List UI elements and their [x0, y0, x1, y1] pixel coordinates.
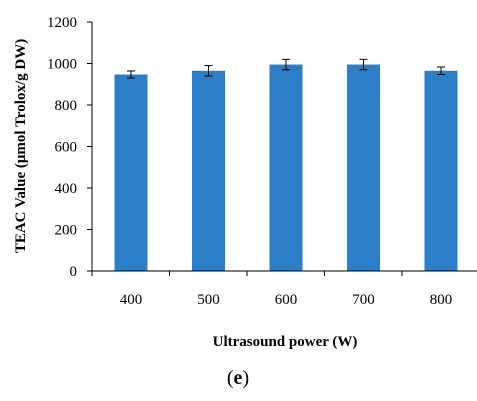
x-ticks-layer: 400 500 600 700 800	[91, 271, 453, 308]
y-tick-label-800: 800	[55, 98, 78, 114]
x-tick-label-500: 500	[197, 292, 220, 308]
y-tick-label-400: 400	[55, 181, 78, 197]
x-axis-title: Ultrasound power (W)	[213, 334, 358, 350]
error-bars-layer	[127, 58, 445, 79]
y-tick-label-1200: 1200	[47, 15, 77, 31]
x-tick-label-800: 800	[430, 292, 453, 308]
bar-400	[114, 74, 148, 271]
panel-label-letter: e	[234, 367, 243, 389]
x-tick-label-600: 600	[275, 292, 298, 308]
y-tick-label-0: 0	[70, 264, 78, 280]
y-ticks-layer: 0 200 400 600 800 1000 1200	[47, 15, 92, 280]
panel-label: (e)	[227, 367, 249, 389]
panel-label-open: (	[227, 367, 234, 389]
bar-800	[424, 70, 458, 271]
panel-label-close: )	[242, 367, 249, 389]
y-tick-label-600: 600	[55, 140, 78, 156]
bar-600	[269, 64, 303, 271]
bar-500	[192, 70, 225, 271]
y-axis-title: TEAC Value (μmol Trolox/g DW)	[13, 39, 29, 253]
x-tick-label-400: 400	[120, 292, 143, 308]
bar-700	[347, 64, 380, 271]
x-tick-label-700: 700	[352, 292, 375, 308]
bars-layer	[114, 64, 458, 271]
y-tick-label-200: 200	[55, 223, 78, 239]
y-tick-label-1000: 1000	[47, 57, 77, 73]
